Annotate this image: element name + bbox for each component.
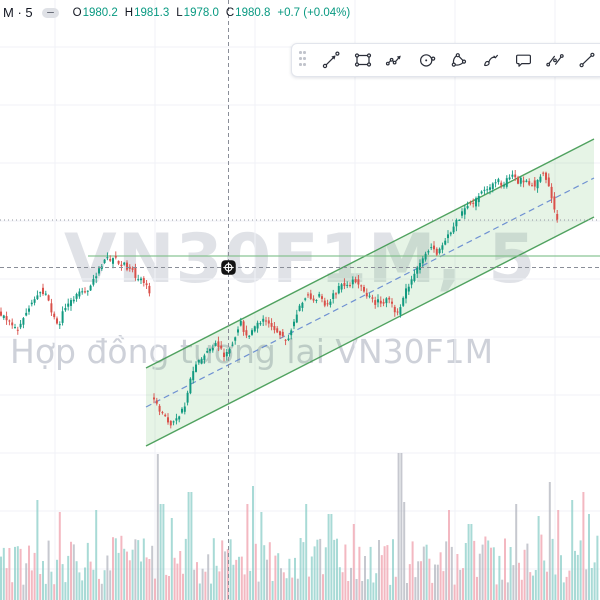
watermark-symbol: VN30F1M, 5 bbox=[64, 220, 537, 299]
trend-line-icon bbox=[579, 52, 595, 68]
tool-trend-line-button[interactable] bbox=[571, 45, 600, 75]
legend-collapse-button[interactable] bbox=[41, 7, 59, 18]
rectangle-icon bbox=[354, 53, 372, 67]
ohlc-pair: H1981.3 bbox=[124, 6, 170, 19]
change-value: +0.7 (+0.04%) bbox=[277, 6, 351, 19]
trend-arrow-icon bbox=[322, 51, 340, 69]
tool-ellipse-button[interactable] bbox=[411, 45, 443, 75]
watermark-description: Hợp đồng tương lai VN30F1M bbox=[10, 332, 494, 371]
curve-icon bbox=[451, 53, 467, 67]
tool-polyline-button[interactable] bbox=[379, 45, 411, 75]
ellipse-icon bbox=[419, 54, 436, 67]
tool-curve-button[interactable] bbox=[443, 45, 475, 75]
comment-icon bbox=[516, 54, 531, 67]
candles-layer bbox=[0, 170, 559, 429]
crosshair-marker[interactable] bbox=[221, 260, 236, 275]
ohlc-pair: C1980.8 bbox=[225, 6, 271, 19]
drawing-toolbar[interactable] bbox=[291, 43, 600, 77]
ohlc-values: O1980.2 H1981.3 L1978.0 C1980.8 bbox=[73, 7, 278, 19]
parallel-channel-icon bbox=[546, 54, 564, 67]
symbol-interval-label[interactable]: M · 5 bbox=[3, 5, 33, 20]
polyline-icon bbox=[385, 55, 401, 66]
toolbar-drag-handle[interactable] bbox=[299, 51, 312, 69]
tool-brush-button[interactable] bbox=[475, 45, 507, 75]
volume-bars-layer bbox=[0, 453, 599, 600]
parallel-channel-drawing[interactable] bbox=[145, 138, 595, 447]
ohlc-pair: O1980.2 bbox=[72, 6, 118, 19]
brush-icon bbox=[484, 54, 498, 67]
tool-parallel-channel-button[interactable] bbox=[539, 45, 571, 75]
tool-trend-arrow-button[interactable] bbox=[315, 45, 347, 75]
ohlc-pair: L1978.0 bbox=[176, 6, 219, 19]
chart-legend: M · 5 O1980.2 H1981.3 L1978.0 C1980.8 +0.7 … bbox=[3, 5, 357, 20]
tool-rectangle-button[interactable] bbox=[347, 45, 379, 75]
minus-icon bbox=[46, 11, 54, 14]
tool-comment-button[interactable] bbox=[507, 45, 539, 75]
